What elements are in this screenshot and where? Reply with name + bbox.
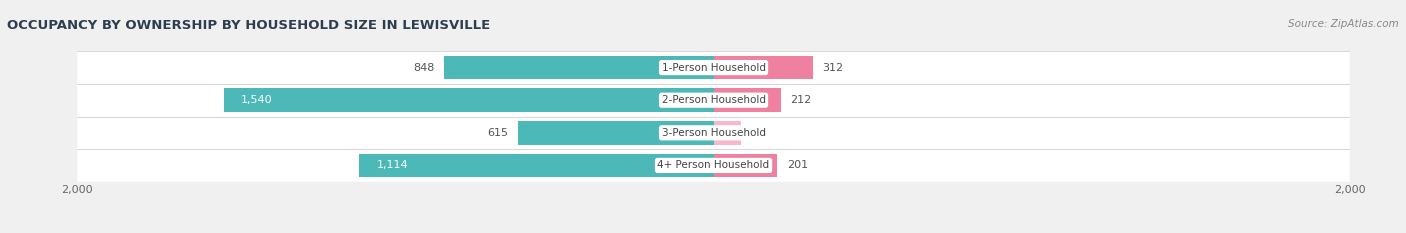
Bar	[714, 89, 780, 112]
Text: 3-Person Household: 3-Person Household	[662, 128, 765, 138]
Text: 2-Person Household: 2-Person Household	[662, 95, 765, 105]
Text: Source: ZipAtlas.com: Source: ZipAtlas.com	[1288, 19, 1399, 29]
Text: 615: 615	[488, 128, 509, 138]
Text: OCCUPANCY BY OWNERSHIP BY HOUSEHOLD SIZE IN LEWISVILLE: OCCUPANCY BY OWNERSHIP BY HOUSEHOLD SIZE…	[7, 19, 491, 32]
Bar	[517, 121, 714, 144]
FancyBboxPatch shape	[77, 51, 1350, 84]
Text: 1,540: 1,540	[242, 95, 273, 105]
Bar	[714, 56, 813, 79]
Bar	[359, 154, 714, 177]
Text: 1-Person Household: 1-Person Household	[662, 63, 765, 72]
Text: 86: 86	[751, 128, 765, 138]
Bar	[224, 89, 714, 112]
Text: 312: 312	[823, 63, 844, 72]
FancyBboxPatch shape	[77, 84, 1350, 116]
Text: 1,114: 1,114	[377, 161, 408, 170]
FancyBboxPatch shape	[77, 116, 1350, 149]
Text: 848: 848	[413, 63, 434, 72]
Text: 4+ Person Household: 4+ Person Household	[658, 161, 769, 170]
Bar	[714, 121, 741, 144]
Text: 212: 212	[790, 95, 811, 105]
Text: 201: 201	[787, 161, 808, 170]
Bar	[444, 56, 714, 79]
Bar	[714, 154, 778, 177]
FancyBboxPatch shape	[77, 149, 1350, 182]
